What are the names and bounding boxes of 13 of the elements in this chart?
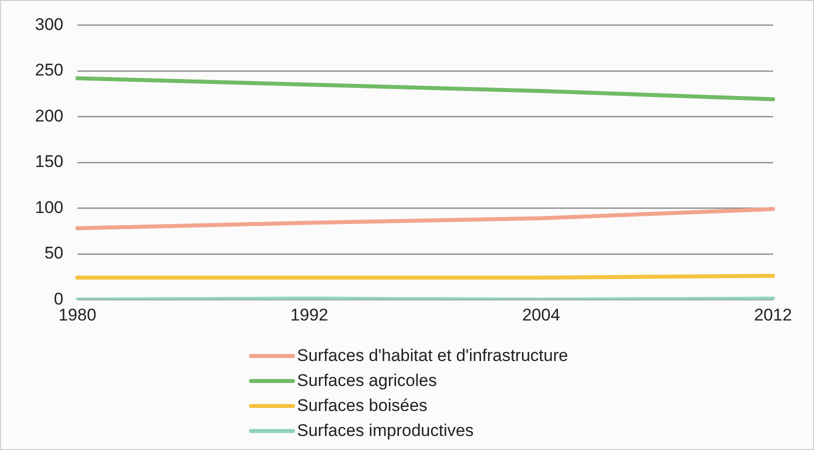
y-tick-label: 100 (34, 198, 64, 217)
legend-label: Surfaces boisées (297, 395, 428, 417)
y-tick-label: 200 (34, 106, 64, 126)
legend-label: Surfaces d'habitat et d'infrastructure (297, 345, 568, 367)
y-tick-label: 300 (34, 14, 64, 34)
x-tick-label: 2004 (522, 305, 560, 324)
x-tick-label: 1992 (290, 305, 328, 324)
legend-label: Surfaces improductives (297, 420, 474, 442)
y-tick-label: 150 (34, 152, 64, 172)
legend-label: Surfaces agricoles (297, 370, 437, 392)
y-tick-label: 50 (44, 244, 64, 263)
y-tick-label: 250 (34, 60, 64, 80)
x-tick-label: 2012 (754, 305, 792, 324)
